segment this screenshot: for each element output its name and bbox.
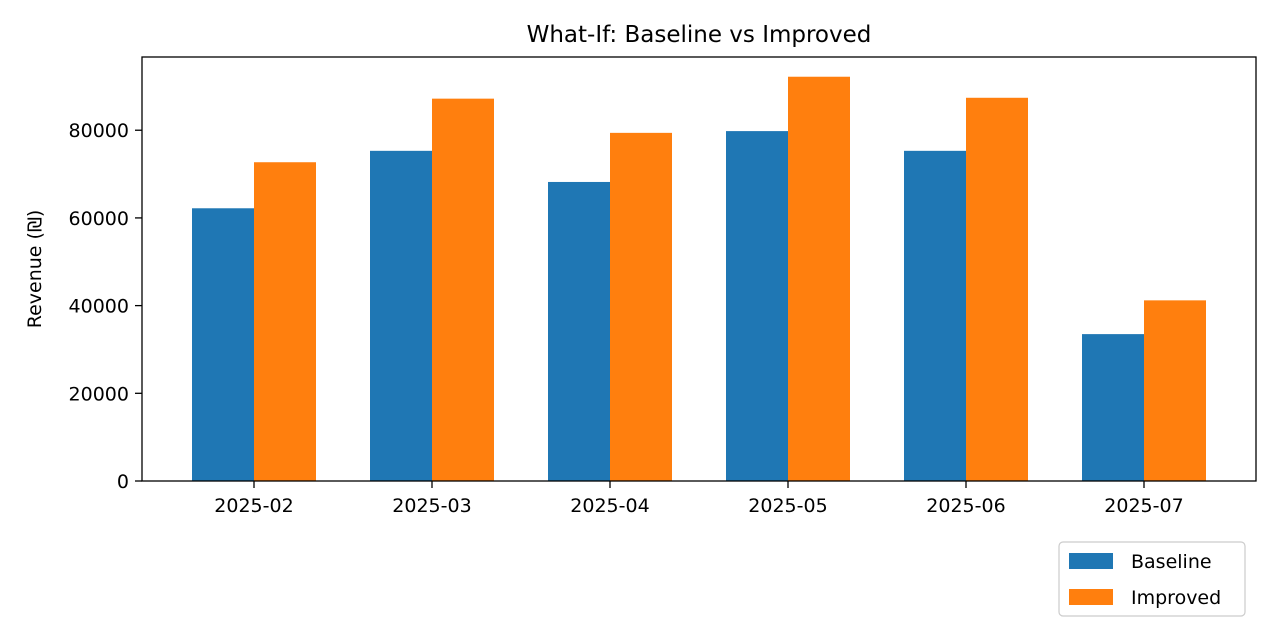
bar-improved-2025-06 (966, 97, 1028, 482)
x-tick-label: 2025-05 (748, 495, 827, 517)
bar-baseline-2025-03 (370, 150, 432, 482)
legend-label-improved: Improved (1131, 587, 1221, 609)
bar-baseline-2025-02 (192, 208, 254, 481)
legend: Baseline Improved (1058, 541, 1246, 617)
y-tick-label: 80000 (69, 120, 129, 142)
legend-swatch-baseline (1069, 553, 1113, 569)
bar-improved-2025-05 (788, 76, 850, 481)
bar-improved-2025-04 (610, 132, 672, 481)
legend-swatch-improved (1069, 589, 1113, 605)
plot-frame (141, 56, 1257, 482)
x-tick-label: 2025-02 (214, 495, 293, 517)
x-tick-label: 2025-06 (926, 495, 1005, 517)
x-tick-label: 2025-07 (1104, 495, 1183, 517)
y-tick-label: 20000 (69, 383, 129, 405)
bar-baseline-2025-04 (548, 181, 610, 481)
bar-baseline-2025-06 (904, 150, 966, 482)
bar-improved-2025-02 (254, 162, 316, 482)
y-tick-label: 60000 (69, 208, 129, 230)
x-tick-label: 2025-04 (570, 495, 649, 517)
bar-improved-2025-03 (432, 98, 494, 481)
y-tick-label: 0 (117, 471, 129, 493)
y-axis-label: Revenue (₪) (24, 210, 46, 329)
legend-label-baseline: Baseline (1131, 551, 1212, 573)
chart-title: What-If: Baseline vs Improved (527, 22, 872, 48)
ticks-layer: 2025-02 2025-03 2025-04 2025-05 2025-06 2025-… (69, 120, 1184, 517)
y-tick-label: 40000 (69, 296, 129, 318)
bar-baseline-2025-07 (1082, 334, 1144, 481)
x-tick-label: 2025-03 (392, 495, 471, 517)
bar-improved-2025-07 (1144, 300, 1206, 481)
bars-layer (192, 76, 1206, 482)
bar-baseline-2025-05 (726, 131, 788, 481)
